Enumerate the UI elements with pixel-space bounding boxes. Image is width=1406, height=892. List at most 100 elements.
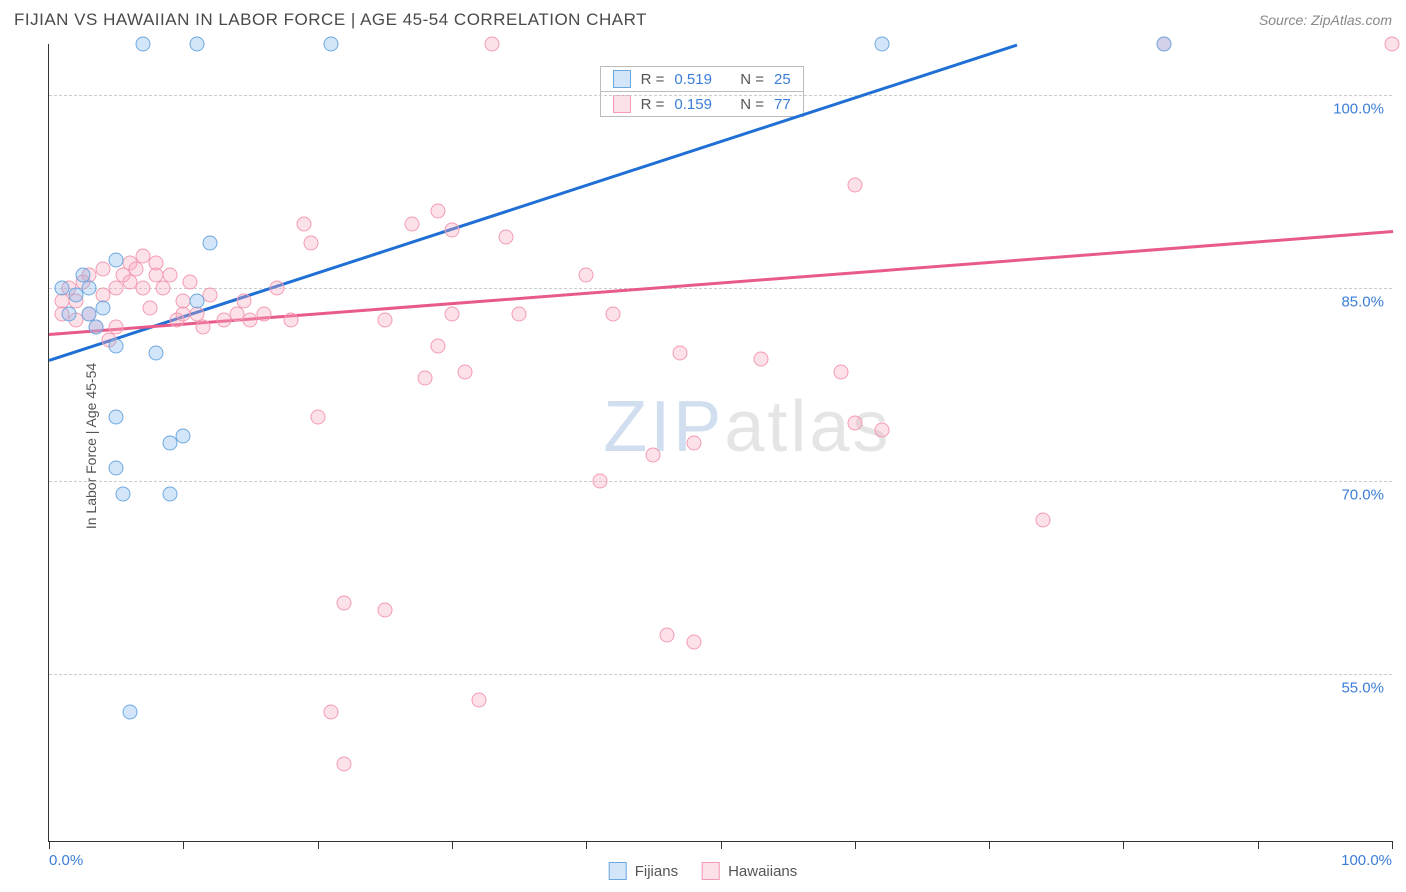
hawaiians-point	[686, 634, 701, 649]
hawaiians-point	[431, 339, 446, 354]
ytick-label: 85.0%	[1341, 294, 1384, 311]
scatter-chart: ZIPatlas R =0.519 N =25R =0.159 N =77 55…	[48, 44, 1392, 842]
ytick-label: 70.0%	[1341, 487, 1384, 504]
fijians-point	[89, 319, 104, 334]
r-value: 0.159	[674, 96, 712, 113]
r-label: R =	[641, 96, 665, 113]
hawaiians-legend-swatch	[702, 862, 720, 880]
fijians-point	[109, 409, 124, 424]
fijians-point	[874, 37, 889, 52]
hawaiians-point	[377, 313, 392, 328]
xtick	[1392, 841, 1393, 849]
fijians-legend-label: Fijians	[635, 863, 678, 880]
fijians-point	[122, 705, 137, 720]
chart-title: FIJIAN VS HAWAIIAN IN LABOR FORCE | AGE …	[14, 10, 647, 30]
hawaiians-point	[136, 281, 151, 296]
hawaiians-point	[297, 216, 312, 231]
hawaiians-point	[592, 474, 607, 489]
hawaiians-point	[444, 223, 459, 238]
xtick	[855, 841, 856, 849]
fijians-point	[109, 252, 124, 267]
fijians-point	[109, 339, 124, 354]
hawaiians-point	[196, 319, 211, 334]
bottom-legend: Fijians Hawaiians	[609, 862, 798, 880]
legend-item-hawaiians: Hawaiians	[702, 862, 797, 880]
hawaiians-point	[606, 306, 621, 321]
hawaiians-point	[283, 313, 298, 328]
hawaiians-point	[324, 705, 339, 720]
source-attribution: Source: ZipAtlas.com	[1259, 12, 1392, 28]
hawaiians-point	[834, 364, 849, 379]
fijians-point	[162, 486, 177, 501]
fijians-point	[62, 306, 77, 321]
hawaiians-point	[149, 255, 164, 270]
hawaiians-point	[418, 371, 433, 386]
hawaiians-point	[498, 229, 513, 244]
gridline	[49, 288, 1392, 289]
hawaiians-point	[847, 416, 862, 431]
fijians-point	[203, 236, 218, 251]
hawaiians-point	[673, 345, 688, 360]
stats-legend-box: R = 0.519 N = 25 R = 0.159 N = 77	[600, 66, 804, 117]
hawaiians-point	[203, 287, 218, 302]
r-value: 0.519	[674, 71, 712, 88]
hawaiians-point	[129, 261, 144, 276]
fijians-point	[176, 429, 191, 444]
hawaiians-point	[310, 409, 325, 424]
fijians-point	[324, 37, 339, 52]
xtick	[1258, 841, 1259, 849]
hawaiians-swatch	[613, 95, 631, 113]
stats-row-fijians: R = 0.519 N = 25	[600, 66, 804, 91]
r-label: R =	[641, 71, 665, 88]
fijians-point	[1156, 37, 1171, 52]
hawaiians-point	[109, 319, 124, 334]
hawaiians-point	[431, 204, 446, 219]
hawaiians-point	[303, 236, 318, 251]
hawaiians-legend-label: Hawaiians	[728, 863, 797, 880]
hawaiians-point	[270, 281, 285, 296]
hawaiians-point	[183, 274, 198, 289]
hawaiians-point	[1385, 37, 1400, 52]
ytick-label: 100.0%	[1333, 101, 1384, 118]
fijians-point	[189, 37, 204, 52]
hawaiians-point	[156, 281, 171, 296]
hawaiians-point	[256, 306, 271, 321]
hawaiians-point	[659, 628, 674, 643]
n-value: 25	[774, 71, 791, 88]
n-value: 77	[774, 96, 791, 113]
xaxis-min-label: 0.0%	[49, 852, 83, 869]
hawaiians-point	[162, 268, 177, 283]
hawaiians-point	[377, 602, 392, 617]
hawaiians-point	[485, 37, 500, 52]
hawaiians-point	[142, 300, 157, 315]
xtick	[1123, 841, 1124, 849]
hawaiians-point	[95, 261, 110, 276]
fijians-swatch	[613, 70, 631, 88]
hawaiians-point	[471, 692, 486, 707]
xtick	[183, 841, 184, 849]
ytick-label: 55.0%	[1341, 679, 1384, 696]
xtick	[586, 841, 587, 849]
fijians-point	[149, 345, 164, 360]
fijians-point	[95, 300, 110, 315]
fijians-point	[115, 486, 130, 501]
hawaiians-point	[458, 364, 473, 379]
xaxis-max-label: 100.0%	[1341, 852, 1392, 869]
fijians-point	[136, 37, 151, 52]
hawaiians-point	[236, 294, 251, 309]
fijians-point	[82, 281, 97, 296]
hawaiians-point	[404, 216, 419, 231]
gridline	[49, 95, 1392, 96]
hawaiians-point	[1035, 512, 1050, 527]
xtick	[989, 841, 990, 849]
n-label: N =	[740, 96, 764, 113]
hawaiians-point	[874, 422, 889, 437]
n-label: N =	[740, 71, 764, 88]
gridline	[49, 481, 1392, 482]
hawaiians-point	[686, 435, 701, 450]
xtick	[318, 841, 319, 849]
hawaiians-point	[753, 351, 768, 366]
chart-header: FIJIAN VS HAWAIIAN IN LABOR FORCE | AGE …	[0, 0, 1406, 38]
hawaiians-point	[337, 596, 352, 611]
gridline	[49, 674, 1392, 675]
